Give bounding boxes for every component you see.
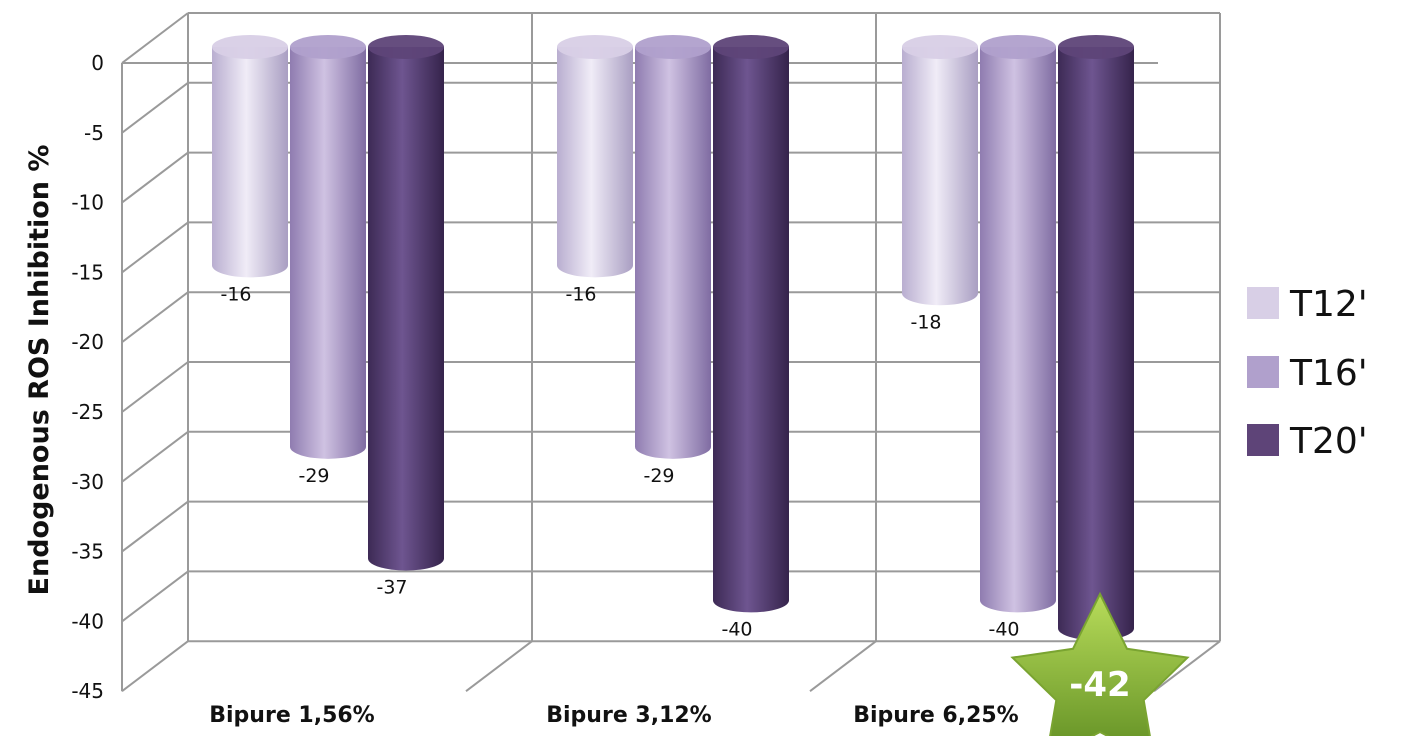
data-label: -16 (565, 283, 596, 305)
y-tick-label: -35 (71, 540, 104, 564)
bar (290, 35, 366, 459)
highlight-star-badge: -42 (1010, 591, 1190, 736)
data-label: -40 (988, 618, 1019, 640)
bar (713, 35, 789, 613)
bar-body (902, 47, 978, 306)
bar (368, 35, 444, 571)
bar-body (1058, 47, 1134, 641)
bar-cap (635, 35, 711, 59)
y-axis-label: Endogenous ROS Inhibition % (24, 145, 55, 596)
legend-swatch (1247, 356, 1279, 388)
gridline-depth (121, 291, 189, 343)
bar-cap (212, 35, 288, 59)
y-tick-label: 0 (91, 51, 104, 75)
bar (557, 35, 633, 278)
y-tick-label: -30 (71, 470, 104, 494)
bar (980, 35, 1056, 613)
y-tick-label: -25 (71, 400, 104, 424)
gridline-depth (121, 431, 189, 483)
category-label: Bipure 3,12% (546, 703, 711, 728)
bar-body (368, 47, 444, 571)
bars: -16 -16 -18 -29 -29 -40 -37 -40 (212, 35, 1134, 640)
legend: T12' T16' T20' (1247, 284, 1368, 462)
y-tick-label: -5 (84, 121, 104, 145)
gridline-depth (121, 12, 189, 64)
gridline-depth (121, 570, 189, 623)
floor-right-edge (1153, 640, 1221, 692)
legend-swatch (1247, 424, 1279, 456)
bar-body (635, 47, 711, 459)
category-divider-floor (809, 640, 877, 692)
legend-label: T20' (1289, 421, 1368, 462)
gridline-depth (121, 640, 189, 692)
bar-cap (713, 35, 789, 59)
data-label: -18 (910, 311, 941, 333)
y-tick-label: -20 (71, 330, 104, 354)
legend-swatch (1247, 287, 1279, 319)
bar-cap (557, 35, 633, 59)
y-tick-label: -40 (71, 609, 104, 633)
highlight-value: -42 (1069, 665, 1130, 705)
category-labels: Bipure 1,56% Bipure 3,12% Bipure 6,25% (209, 703, 1018, 728)
data-label: -40 (721, 618, 752, 640)
data-label: -37 (376, 577, 407, 599)
legend-label: T12' (1289, 284, 1368, 325)
bar-body (980, 47, 1056, 613)
bar (212, 35, 288, 278)
bar-cap (290, 35, 366, 59)
gridline-depth (121, 221, 189, 274)
bar (1058, 35, 1134, 641)
bar-cap (368, 35, 444, 59)
bar-body (557, 47, 633, 278)
bar (635, 35, 711, 459)
legend-label: T16' (1289, 353, 1368, 394)
gridline-depth (121, 500, 189, 553)
gridline-depth (121, 151, 189, 204)
bar-cap (902, 35, 978, 59)
y-tick-label: -10 (71, 191, 104, 215)
category-label: Bipure 1,56% (209, 703, 374, 728)
bar-body (290, 47, 366, 459)
y-tick-label: -45 (71, 679, 104, 703)
bar (902, 35, 978, 306)
star-icon (1010, 591, 1190, 736)
gridline-depth (121, 361, 189, 413)
gridline-depth (121, 82, 189, 134)
data-label: -16 (220, 283, 251, 305)
data-label: -29 (298, 465, 329, 487)
y-axis-ticks: 0 -5 -10 -15 -20 -25 -30 -35 -40 -45 (71, 51, 104, 703)
y-tick-label: -15 (71, 260, 104, 284)
bar-body (713, 47, 789, 613)
category-label: Bipure 6,25% (853, 703, 1018, 728)
category-divider-floor (465, 640, 533, 692)
bar-cap (1058, 35, 1134, 59)
bar-cap (980, 35, 1056, 59)
bar-body (212, 47, 288, 278)
data-label: -29 (643, 465, 674, 487)
